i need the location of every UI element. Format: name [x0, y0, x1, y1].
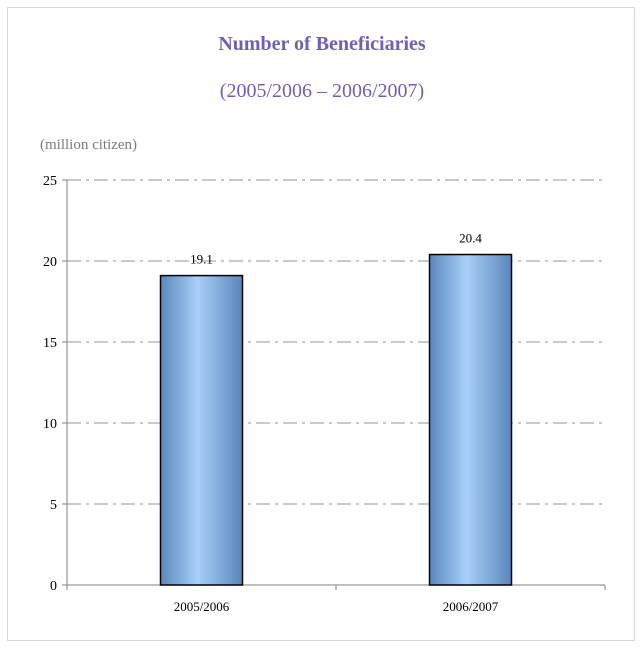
- y-axis-unit-label: (million citizen): [40, 137, 138, 153]
- y-tick-label: 25: [43, 174, 57, 189]
- gridlines: [67, 179, 605, 505]
- y-tick-label: 0: [50, 579, 57, 594]
- y-tick-label: 5: [50, 498, 57, 513]
- bar-value-label: 19.1: [190, 252, 213, 267]
- bar: [159, 274, 244, 586]
- chart-frame: [7, 7, 635, 641]
- chart-title: Number of Beneficiaries: [218, 33, 426, 55]
- y-tick-label: 10: [43, 417, 57, 432]
- labels: 0 5 10 15 20 25 19.1 2005/2006 20.4 2006/2007: [43, 174, 499, 614]
- x-category-label: 2005/2006: [174, 599, 230, 614]
- x-category-label: 2006/2007: [443, 599, 499, 614]
- bar-value-label: 20.4: [459, 231, 482, 246]
- y-tick-label: 20: [43, 255, 57, 270]
- axes: [62, 179, 606, 590]
- bars: [159, 253, 513, 586]
- chart-subtitle: (2005/2006 – 2006/2007): [219, 80, 425, 102]
- bar: [428, 253, 513, 586]
- y-tick-label: 15: [43, 336, 57, 351]
